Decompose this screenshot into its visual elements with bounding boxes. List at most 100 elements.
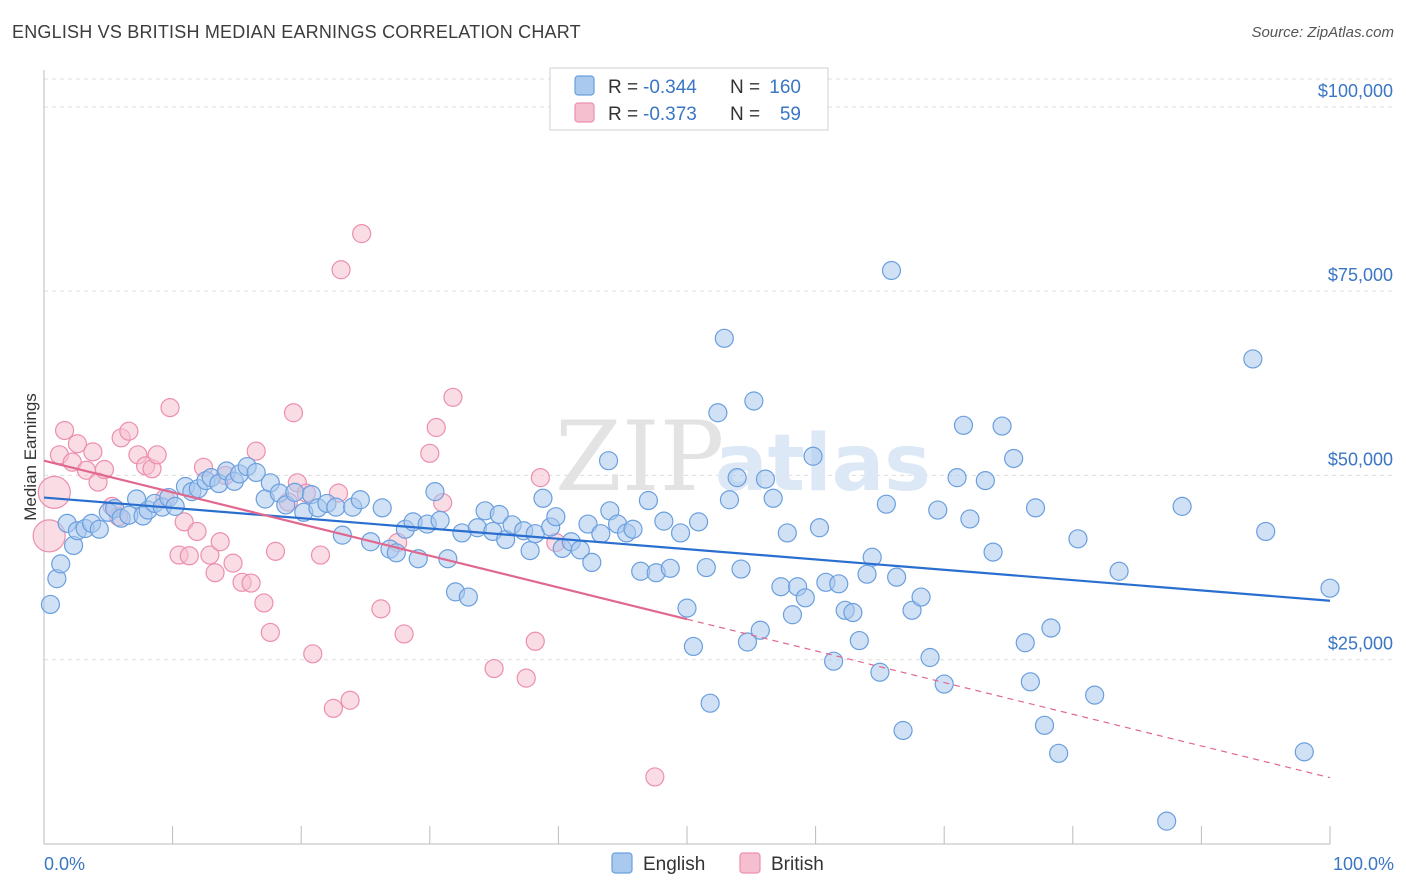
english-series bbox=[40, 260, 1340, 831]
english-point-107 bbox=[803, 446, 823, 466]
english-point-40 bbox=[326, 497, 346, 517]
english-point-86 bbox=[670, 523, 691, 543]
british-r-label: R = bbox=[608, 104, 638, 125]
series-legend: English British bbox=[611, 852, 824, 875]
british-trend-extension bbox=[686, 618, 1331, 779]
legend-english-label: English bbox=[643, 854, 705, 875]
english-point-74 bbox=[582, 552, 602, 573]
y-tick-labels: $25,000 $50,000 $75,000 $100,000 bbox=[1318, 81, 1393, 654]
english-point-141 bbox=[1085, 685, 1105, 705]
english-point-116 bbox=[862, 547, 882, 567]
british-point-13 bbox=[119, 421, 139, 441]
british-point-1 bbox=[37, 475, 71, 509]
british-point-26 bbox=[205, 563, 225, 583]
british-point-50 bbox=[420, 443, 440, 463]
english-point-84 bbox=[654, 511, 674, 531]
english-point-91 bbox=[700, 693, 720, 713]
watermark-atlas: atlas bbox=[715, 419, 931, 509]
english-point-108 bbox=[809, 518, 830, 538]
english-point-129 bbox=[960, 509, 980, 529]
y-tick-label-2: $75,000 bbox=[1328, 265, 1393, 285]
british-point-37 bbox=[283, 403, 304, 423]
english-point-43 bbox=[350, 490, 370, 510]
british-n-label: N = bbox=[730, 104, 760, 125]
english-point-119 bbox=[881, 260, 902, 281]
axes bbox=[43, 70, 1331, 845]
chart-title: ENGLISH VS BRITISH MEDIAN EARNINGS CORRE… bbox=[12, 22, 581, 42]
english-point-93 bbox=[714, 328, 734, 348]
english-point-147 bbox=[1294, 742, 1314, 762]
source-note: Source: ZipAtlas.com bbox=[1251, 24, 1394, 41]
english-point-76 bbox=[598, 451, 619, 471]
english-trend-line bbox=[43, 496, 1331, 602]
legend-british-icon bbox=[739, 852, 761, 874]
english-point-102 bbox=[771, 577, 791, 597]
british-point-17 bbox=[147, 445, 167, 465]
british-point-54 bbox=[484, 658, 504, 679]
english-point-75 bbox=[591, 524, 611, 544]
english-point-100 bbox=[755, 469, 776, 489]
watermark-zip: ZIP bbox=[555, 401, 724, 513]
english-point-61 bbox=[489, 504, 509, 525]
british-point-29 bbox=[223, 553, 243, 573]
english-point-82 bbox=[638, 490, 659, 511]
british-point-40 bbox=[303, 644, 323, 664]
english-point-135 bbox=[1020, 672, 1040, 692]
english-point-111 bbox=[829, 574, 849, 594]
x-tick-max: 100.0% bbox=[1333, 854, 1394, 874]
english-point-80 bbox=[623, 519, 643, 539]
english-point-137 bbox=[1034, 715, 1055, 735]
trend-lines bbox=[43, 459, 1331, 779]
english-point-104 bbox=[782, 605, 803, 625]
english-point-113 bbox=[843, 602, 863, 623]
english-n-label: N = bbox=[730, 77, 760, 98]
english-point-57 bbox=[458, 587, 478, 607]
british-point-23 bbox=[187, 521, 207, 542]
english-point-133 bbox=[1004, 448, 1024, 469]
english-point-53 bbox=[430, 510, 450, 530]
english-point-134 bbox=[1015, 633, 1035, 653]
british-point-42 bbox=[323, 698, 343, 718]
english-point-0 bbox=[40, 594, 61, 615]
english-point-123 bbox=[911, 587, 931, 607]
english-point-92 bbox=[708, 403, 728, 423]
english-n-value: 160 bbox=[769, 77, 801, 98]
english-point-88 bbox=[683, 636, 704, 657]
british-point-32 bbox=[246, 441, 266, 461]
english-point-8 bbox=[89, 519, 109, 539]
british-point-33 bbox=[254, 593, 274, 613]
legend-english-icon bbox=[611, 852, 633, 874]
british-point-44 bbox=[331, 260, 351, 280]
british-point-46 bbox=[352, 224, 372, 244]
english-point-144 bbox=[1172, 496, 1192, 516]
english-point-96 bbox=[731, 559, 751, 579]
english-point-69 bbox=[546, 507, 566, 527]
british-point-0 bbox=[32, 519, 66, 553]
english-point-140 bbox=[1068, 529, 1088, 549]
english-point-95 bbox=[727, 468, 747, 488]
english-point-132 bbox=[992, 416, 1012, 436]
english-point-90 bbox=[696, 557, 716, 578]
british-point-22 bbox=[179, 546, 199, 566]
english-point-35 bbox=[285, 482, 305, 502]
british-point-55 bbox=[516, 668, 536, 688]
english-point-145 bbox=[1243, 349, 1263, 369]
british-point-53 bbox=[443, 387, 463, 407]
british-point-25 bbox=[200, 545, 220, 565]
english-point-97 bbox=[737, 632, 758, 652]
english-point-120 bbox=[887, 567, 907, 587]
british-point-35 bbox=[265, 541, 286, 561]
english-point-124 bbox=[920, 647, 940, 668]
english-point-87 bbox=[677, 598, 697, 618]
english-point-131 bbox=[983, 542, 1003, 562]
british-point-34 bbox=[260, 622, 280, 643]
english-point-85 bbox=[660, 558, 680, 578]
y-tick-label-3: $100,000 bbox=[1318, 81, 1393, 101]
british-point-51 bbox=[426, 417, 446, 438]
english-point-99 bbox=[750, 620, 770, 640]
english-point-146 bbox=[1256, 521, 1276, 542]
english-point-110 bbox=[824, 651, 844, 671]
english-point-67 bbox=[533, 488, 553, 508]
british-point-56 bbox=[525, 631, 545, 651]
